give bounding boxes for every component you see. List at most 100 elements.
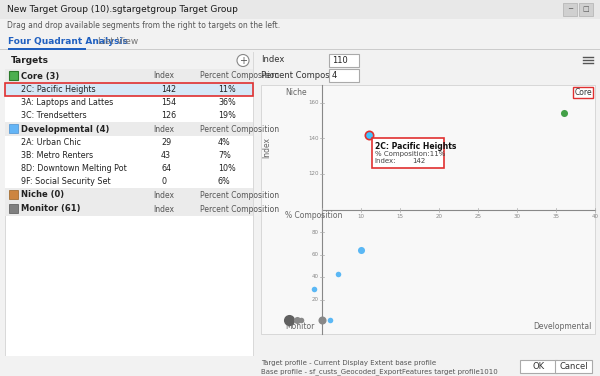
Bar bbox=[5, 96, 253, 109]
Bar bbox=[520, 360, 557, 373]
Text: Percent Composition: Percent Composition bbox=[200, 124, 279, 133]
Text: 5: 5 bbox=[320, 214, 324, 218]
Text: 25: 25 bbox=[475, 214, 482, 218]
Text: Niche: Niche bbox=[285, 88, 307, 97]
Text: 110: 110 bbox=[332, 56, 348, 65]
Text: Cancel: Cancel bbox=[559, 362, 588, 371]
Text: 126: 126 bbox=[161, 111, 176, 120]
Text: 142: 142 bbox=[412, 158, 425, 164]
Bar bbox=[5, 83, 253, 96]
Bar bbox=[5, 149, 253, 162]
Bar bbox=[0, 34, 600, 50]
Text: 36%: 36% bbox=[218, 98, 236, 107]
Bar bbox=[8, 48, 86, 50]
Text: 20: 20 bbox=[312, 297, 319, 302]
Text: 43: 43 bbox=[161, 151, 171, 160]
Text: Percent Composition: Percent Composition bbox=[261, 71, 348, 79]
Bar bbox=[5, 52, 253, 356]
Bar bbox=[9, 204, 18, 213]
Bar bbox=[5, 83, 253, 96]
Text: Index:: Index: bbox=[375, 158, 397, 164]
Bar bbox=[0, 356, 600, 376]
Circle shape bbox=[237, 55, 249, 67]
Text: Index: Index bbox=[153, 71, 174, 80]
Text: 35: 35 bbox=[553, 214, 560, 218]
Bar bbox=[0, 19, 600, 34]
Text: 3B: Metro Renters: 3B: Metro Renters bbox=[21, 151, 93, 160]
Text: 64: 64 bbox=[161, 164, 171, 173]
Text: Targets: Targets bbox=[11, 56, 49, 65]
Text: 0: 0 bbox=[161, 177, 166, 186]
Bar bbox=[9, 190, 18, 199]
Text: 142: 142 bbox=[161, 85, 176, 94]
Text: □: □ bbox=[583, 6, 589, 12]
Text: 7%: 7% bbox=[218, 151, 231, 160]
Text: Percent Composition: Percent Composition bbox=[200, 71, 279, 80]
Text: Percent Composition: Percent Composition bbox=[200, 191, 279, 200]
Text: Monitor: Monitor bbox=[285, 322, 314, 331]
Text: Index: Index bbox=[153, 191, 174, 200]
Bar bbox=[9, 71, 18, 80]
Bar bbox=[329, 69, 359, 82]
Text: Niche (0): Niche (0) bbox=[21, 191, 64, 200]
Text: 2C: Pacific Heights: 2C: Pacific Heights bbox=[375, 142, 456, 151]
Bar bbox=[5, 52, 253, 69]
Text: 15: 15 bbox=[397, 214, 404, 218]
Bar bbox=[5, 202, 253, 216]
Text: 60: 60 bbox=[312, 252, 319, 257]
Text: 19%: 19% bbox=[218, 111, 236, 120]
Bar bbox=[5, 136, 253, 149]
Text: 160: 160 bbox=[308, 100, 319, 105]
Text: 10%: 10% bbox=[218, 164, 236, 173]
Text: 2C: Pacific Heights: 2C: Pacific Heights bbox=[21, 85, 95, 94]
Text: 3C: Trendsetters: 3C: Trendsetters bbox=[21, 111, 86, 120]
Text: New Target Group (10).sgtargetgroup Target Group: New Target Group (10).sgtargetgroup Targ… bbox=[7, 5, 238, 14]
Text: 29: 29 bbox=[161, 138, 171, 147]
Text: Four Quadrant Analysis: Four Quadrant Analysis bbox=[8, 38, 128, 47]
Bar bbox=[563, 3, 577, 16]
Bar bbox=[5, 69, 253, 83]
Bar bbox=[261, 85, 595, 334]
Text: 140: 140 bbox=[308, 136, 319, 141]
Text: Drag and drop available segments from the right to targets on the left.: Drag and drop available segments from th… bbox=[7, 21, 280, 30]
Text: OK: OK bbox=[532, 362, 545, 371]
Text: 6%: 6% bbox=[218, 177, 231, 186]
Text: Index: Index bbox=[153, 124, 174, 133]
Text: Core: Core bbox=[574, 88, 592, 97]
Bar bbox=[5, 175, 253, 188]
Text: Monitor (61): Monitor (61) bbox=[21, 205, 80, 214]
Text: 4%: 4% bbox=[218, 138, 231, 147]
Text: Index: Index bbox=[263, 137, 271, 158]
Bar bbox=[0, 0, 600, 19]
Bar bbox=[5, 162, 253, 175]
Text: +: + bbox=[239, 56, 247, 65]
Text: % Composition:11%: % Composition:11% bbox=[375, 151, 445, 157]
Bar bbox=[0, 49, 600, 50]
Text: Developmental (4): Developmental (4) bbox=[21, 124, 109, 133]
Text: 30: 30 bbox=[514, 214, 521, 218]
Bar bbox=[579, 3, 593, 16]
Text: 4: 4 bbox=[332, 71, 337, 80]
Text: Target profile - Current Display Extent base profile: Target profile - Current Display Extent … bbox=[261, 360, 436, 366]
Bar bbox=[372, 138, 444, 168]
Text: 2A: Urban Chic: 2A: Urban Chic bbox=[21, 138, 81, 147]
Bar bbox=[9, 124, 18, 133]
Text: 120: 120 bbox=[308, 171, 319, 176]
Text: Developmental: Developmental bbox=[533, 322, 592, 331]
Text: Core (3): Core (3) bbox=[21, 71, 59, 80]
Text: Index: Index bbox=[261, 56, 284, 65]
Text: Percent Composition: Percent Composition bbox=[200, 205, 279, 214]
Text: 20: 20 bbox=[436, 214, 443, 218]
Text: List View: List View bbox=[98, 38, 138, 47]
Bar bbox=[5, 122, 253, 136]
Text: Index: Index bbox=[153, 205, 174, 214]
Text: 8D: Downtown Melting Pot: 8D: Downtown Melting Pot bbox=[21, 164, 127, 173]
Text: ─: ─ bbox=[568, 6, 572, 12]
Text: % Composition: % Composition bbox=[285, 211, 343, 220]
Bar bbox=[5, 188, 253, 202]
Bar bbox=[329, 54, 359, 67]
Bar bbox=[555, 360, 592, 373]
Text: 40: 40 bbox=[592, 214, 599, 218]
Text: Base profile - sf_custs_Geocoded_ExportFeatures target profile1010: Base profile - sf_custs_Geocoded_ExportF… bbox=[261, 368, 498, 375]
Text: 80: 80 bbox=[312, 229, 319, 235]
